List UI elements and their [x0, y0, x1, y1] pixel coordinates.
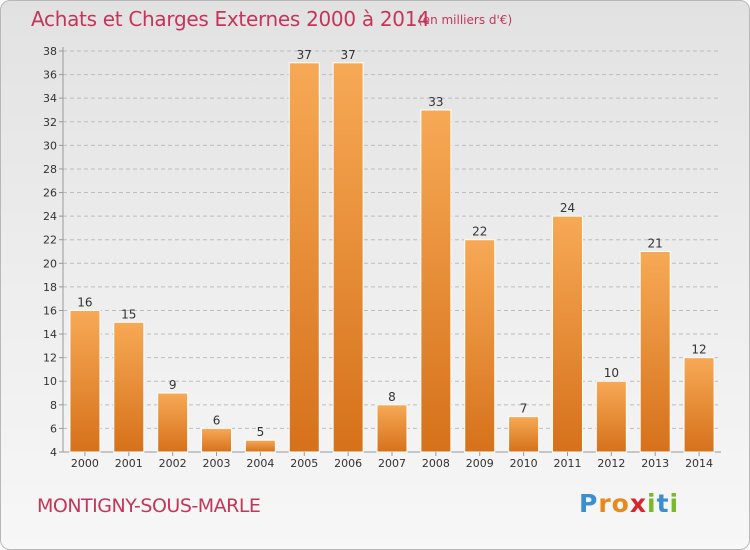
x-tick-label-2013: 2013 [641, 457, 669, 470]
data-label-2001: 15 [121, 307, 136, 321]
data-label-2005: 37 [297, 48, 312, 62]
bar-2009 [464, 239, 496, 453]
bar-2004 [244, 439, 276, 453]
data-label-2013: 21 [648, 237, 663, 251]
x-tick-label-2009: 2009 [466, 457, 494, 470]
bar-2000 [69, 309, 101, 453]
bar-2005 [288, 62, 320, 453]
y-tick-label: 14 [43, 328, 57, 341]
bar-2001 [113, 321, 145, 453]
y-tick-label: 38 [43, 45, 57, 58]
y-tick-label: 30 [43, 139, 57, 152]
y-tick-label: 12 [43, 352, 57, 365]
chart-title: Achats et Charges Externes 2000 à 2014 [31, 7, 430, 31]
x-tick-label-2011: 2011 [553, 457, 581, 470]
data-label-2008: 33 [428, 95, 443, 109]
bar-2010 [508, 416, 540, 453]
chart-unit-label: (en milliers d'€) [418, 13, 513, 27]
data-label-2012: 10 [604, 366, 619, 380]
x-tick-label-2002: 2002 [159, 457, 187, 470]
y-tick-label: 6 [50, 422, 57, 435]
x-tick-label-2003: 2003 [203, 457, 231, 470]
bar-2006 [332, 62, 364, 453]
y-tick-label: 28 [43, 163, 57, 176]
x-tick-label-2006: 2006 [334, 457, 362, 470]
x-tick-label-2014: 2014 [685, 457, 713, 470]
data-label-2009: 22 [472, 225, 487, 239]
y-tick-label: 20 [43, 257, 57, 270]
data-label-2002: 9 [169, 378, 177, 392]
data-label-2000: 16 [77, 295, 92, 309]
x-tick-label-2007: 2007 [378, 457, 406, 470]
location-name: MONTIGNY-SOUS-MARLE [37, 495, 261, 517]
y-tick-label: 4 [50, 446, 57, 459]
x-tick-label-2010: 2010 [510, 457, 538, 470]
x-tick-label-2000: 2000 [71, 457, 99, 470]
bar-2014 [683, 357, 715, 453]
data-label-2014: 12 [691, 343, 706, 357]
x-tick-label-2004: 2004 [246, 457, 274, 470]
y-tick-label: 34 [43, 92, 57, 105]
y-tick-label: 24 [43, 210, 57, 223]
bar-2011 [551, 215, 583, 453]
bar-2012 [595, 380, 627, 453]
bar-2008 [420, 109, 452, 453]
x-tick-label-2005: 2005 [290, 457, 318, 470]
proxiti-logo[interactable]: Proxiti [579, 489, 680, 518]
bar-2007 [376, 404, 408, 453]
x-tick-label-2012: 2012 [597, 457, 625, 470]
data-label-2003: 6 [213, 413, 221, 427]
x-tick-labels: 2000 2001 2002 2003 2004 2005 2006 2007 2008 2009… [71, 452, 713, 470]
data-label-2004: 5 [257, 425, 265, 439]
bar-2002 [157, 392, 189, 453]
y-tick-label: 32 [43, 116, 57, 129]
y-tick-label: 8 [50, 399, 57, 412]
data-label-2007: 8 [388, 390, 396, 404]
y-tick-label: 22 [43, 234, 57, 247]
data-labels: 16 15 9 6 5 37 37 8 33 22 7 24 10 21 12 [77, 48, 706, 439]
data-label-2010: 7 [520, 402, 528, 416]
bars [69, 62, 715, 453]
y-tick-label: 16 [43, 304, 57, 317]
y-tick-label: 10 [43, 375, 57, 388]
bar-2003 [201, 427, 233, 453]
bar-2013 [639, 251, 671, 453]
data-label-2006: 37 [340, 48, 355, 62]
y-tick-label: 36 [43, 69, 57, 82]
data-label-2011: 24 [560, 201, 575, 215]
x-tick-label-2001: 2001 [115, 457, 143, 470]
y-tick-label: 18 [43, 281, 57, 294]
x-tick-label-2008: 2008 [422, 457, 450, 470]
y-tick-label: 26 [43, 187, 57, 200]
y-tick-labels: 4 6 8 10 12 14 16 18 20 22 24 26 28 30 32 34 36 38 [43, 45, 57, 459]
